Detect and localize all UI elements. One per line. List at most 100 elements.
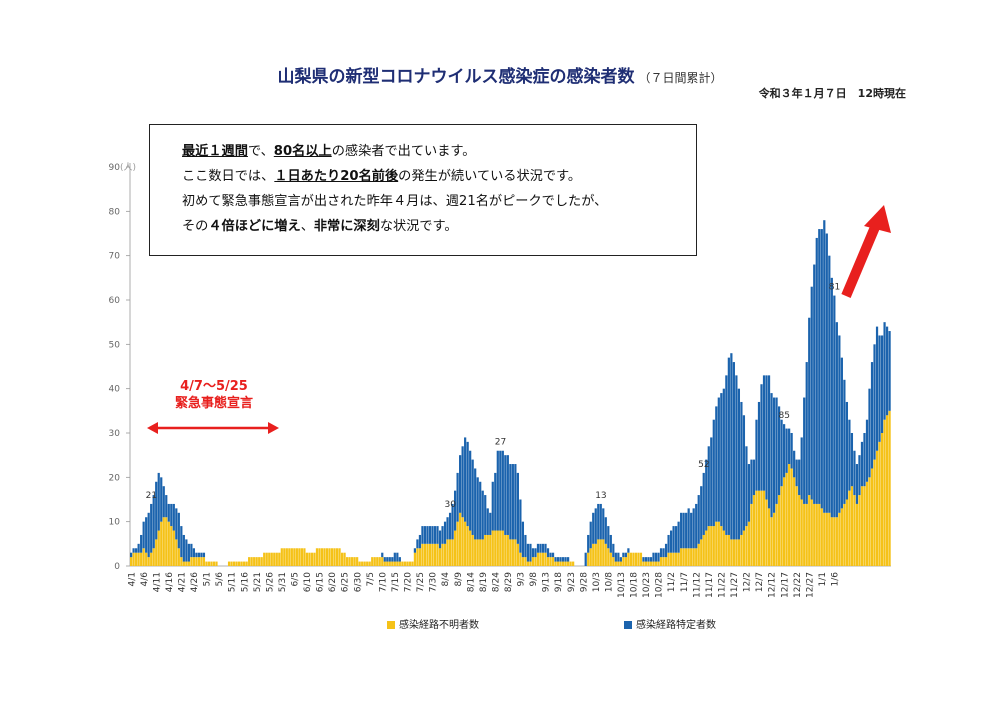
bar-unknown (197, 557, 201, 566)
bar-unknown (240, 561, 243, 566)
x-tick-label: 6/30 (353, 572, 363, 592)
bar-unknown (428, 543, 432, 566)
bar-unknown (486, 534, 489, 566)
bar-unknown (255, 557, 258, 566)
bar-unknown (476, 539, 479, 566)
bar-known (155, 481, 158, 540)
bar-unknown (152, 548, 155, 566)
bar-unknown (235, 561, 238, 566)
message-line-4: その４倍ほどに増え、非常に深刻な状況です。 (182, 214, 696, 239)
bar-known (825, 233, 828, 513)
x-tick-label: 7/10 (378, 572, 388, 592)
bar-known (805, 362, 808, 504)
bar-known (416, 539, 419, 549)
bar-unknown (335, 548, 339, 566)
bar-known (433, 526, 437, 544)
bar-unknown (735, 539, 738, 566)
bar-unknown (295, 548, 298, 566)
bar-unknown (474, 539, 477, 566)
chart-title-main: 山梨県の新型コロナウイルス感染症の感染者数 (277, 67, 635, 87)
bar-unknown (813, 503, 816, 566)
y-tick-label: 90 (109, 163, 121, 173)
bar-unknown (722, 530, 725, 566)
bar-unknown (705, 530, 708, 566)
bar-unknown (406, 561, 409, 566)
bar-known (436, 526, 439, 544)
bar-known (539, 543, 542, 553)
bar-unknown (453, 530, 457, 566)
bar-known (798, 459, 801, 496)
message-line-1: 最近１週間で、80名以上の感染者で出ています。 (182, 139, 696, 164)
bar-unknown (627, 552, 630, 566)
bar-known (481, 490, 484, 540)
bar-unknown (755, 490, 758, 566)
bar-known (617, 552, 620, 562)
bar-unknown (170, 526, 173, 566)
bar-known (652, 552, 655, 562)
bar-known (732, 362, 735, 540)
msg-1-c: 80名以上 (273, 144, 332, 159)
bar-unknown (315, 548, 319, 566)
bar-unknown (685, 548, 688, 566)
bar-known (664, 543, 668, 558)
bar-known (888, 331, 891, 411)
bar-unknown (880, 433, 884, 566)
bar-unknown (853, 495, 856, 566)
bar-known (654, 552, 658, 562)
bar-known (464, 437, 467, 522)
bar-unknown (692, 548, 695, 566)
bar-unknown (253, 557, 256, 566)
bar-unknown (845, 499, 849, 566)
bar-known (843, 379, 846, 504)
bar-unknown (677, 552, 680, 566)
msg-2-c: の発生が続いている状況です。 (398, 169, 582, 184)
bar-unknown (192, 557, 195, 566)
x-tick-label: 4/6 (140, 572, 150, 587)
x-tick-label: 8/9 (454, 572, 464, 587)
bar-unknown (727, 534, 730, 566)
bar-known (388, 557, 391, 562)
bar-unknown (451, 539, 454, 566)
bar-known (772, 397, 776, 513)
y-tick-label: 20 (109, 473, 121, 483)
bar-unknown (680, 548, 683, 566)
bar-unknown (742, 530, 746, 566)
bar-unknown (823, 512, 826, 566)
bar-unknown (177, 548, 180, 566)
bar-unknown (501, 530, 504, 566)
bar-unknown (499, 530, 502, 566)
bar-unknown (597, 539, 600, 566)
bar-unknown (411, 561, 414, 566)
bar-known (187, 543, 190, 562)
bar-unknown (609, 552, 612, 566)
bar-unknown (672, 552, 675, 566)
bar-known (833, 295, 836, 518)
bar-unknown (863, 486, 866, 566)
bar-unknown (772, 512, 776, 566)
bar-unknown (386, 561, 389, 566)
bar-known (707, 446, 710, 527)
x-tick-label: 5/31 (278, 572, 288, 592)
y-tick-label: 40 (109, 385, 121, 395)
bar-known (850, 433, 854, 487)
bar-unknown (617, 561, 620, 566)
x-tick-label: 8/29 (504, 572, 514, 592)
bar-unknown (464, 521, 467, 566)
bar-known (137, 543, 140, 553)
bar-unknown (818, 503, 821, 566)
bar-unknown (469, 530, 472, 566)
bar-unknown (544, 552, 547, 566)
peak-label: 27 (495, 438, 506, 448)
peak-label: 85 (779, 411, 790, 421)
bar-unknown (182, 561, 185, 566)
bar-known (567, 557, 570, 562)
msg-1-a: 最近１週間 (182, 144, 248, 159)
bar-known (386, 557, 389, 562)
bar-known (160, 477, 163, 522)
bar-known (800, 437, 803, 500)
x-tick-label: 8/24 (491, 572, 501, 592)
bar-unknown (642, 561, 645, 566)
bar-known (165, 495, 168, 518)
bar-known (750, 459, 753, 504)
bar-known (647, 557, 650, 562)
